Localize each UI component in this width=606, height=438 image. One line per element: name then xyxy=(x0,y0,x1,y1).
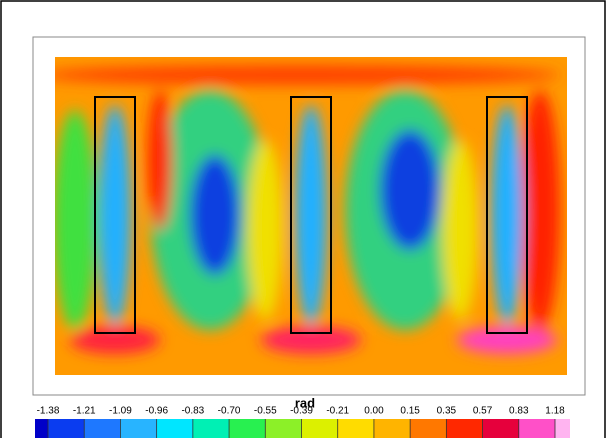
colorbar-label: 0.15 xyxy=(400,406,420,417)
colorbar-label: 0.83 xyxy=(509,406,529,417)
colorbar-swatch xyxy=(120,419,157,438)
colorbar-swatch xyxy=(301,419,338,438)
colorbar-swatch xyxy=(84,419,121,438)
colorbar-label: -1.38 xyxy=(37,406,60,417)
colorbar-label: -0.39 xyxy=(290,406,313,417)
colorbar-label: 1.18 xyxy=(545,406,565,417)
contour-field xyxy=(55,57,567,375)
colorbar-label: -0.96 xyxy=(145,406,168,417)
colorbar-label: -1.09 xyxy=(109,406,132,417)
colorbar-swatch xyxy=(518,419,555,438)
region-box xyxy=(94,96,136,334)
region-box xyxy=(486,96,528,334)
colorbar-swatch xyxy=(156,419,193,438)
field-blobs xyxy=(55,65,560,354)
colorbar-swatch xyxy=(373,419,411,438)
colorbar-swatch xyxy=(337,419,374,438)
colorbar-swatch xyxy=(482,419,519,438)
colorbar-label: -1.21 xyxy=(73,406,96,417)
colorbar-label: -0.55 xyxy=(254,406,277,417)
region-box xyxy=(290,96,332,334)
colorbar-swatch xyxy=(35,419,48,438)
colorbar-label: -0.83 xyxy=(181,406,204,417)
colorbar-label: 0.00 xyxy=(364,406,384,417)
colorbar-label: -0.21 xyxy=(326,406,349,417)
colorbar-swatch xyxy=(446,419,483,438)
colorbar-swatch xyxy=(192,419,230,438)
colorbar-label: 0.35 xyxy=(437,406,457,417)
colorbar-swatch xyxy=(48,419,85,438)
colorbar-swatch xyxy=(410,419,447,438)
colorbar-label: -0.70 xyxy=(218,406,241,417)
colorbar-swatch xyxy=(555,419,570,438)
colorbar-swatch xyxy=(229,419,266,438)
colorbar-label: 0.57 xyxy=(473,406,493,417)
colorbar-title: rad xyxy=(295,395,315,410)
colorbar-swatch xyxy=(265,419,302,438)
